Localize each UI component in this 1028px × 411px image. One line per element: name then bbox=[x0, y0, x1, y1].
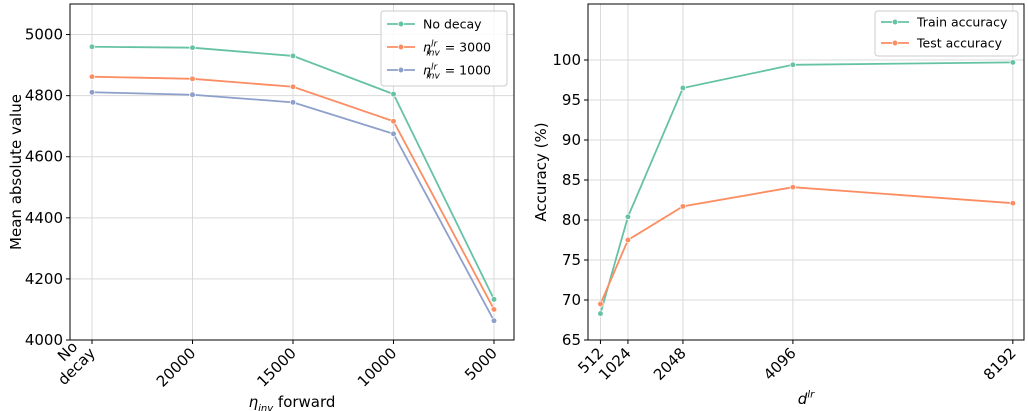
data-point bbox=[189, 75, 196, 82]
y-tick-label: 4800 bbox=[25, 87, 63, 105]
legend-entry: ηlr inv = 1000 bbox=[423, 62, 491, 81]
legend-swatch-marker bbox=[397, 66, 405, 74]
data-point bbox=[597, 300, 604, 308]
legend-swatch-marker bbox=[891, 39, 899, 47]
y-tick-label: 80 bbox=[562, 211, 581, 229]
data-point bbox=[789, 61, 797, 68]
data-point bbox=[189, 91, 196, 98]
legend-swatch-marker bbox=[397, 20, 405, 28]
y-axis-label: Accuracy (%) bbox=[532, 122, 550, 221]
y-tick-label: 5000 bbox=[25, 26, 63, 44]
data-point bbox=[624, 236, 632, 244]
data-point bbox=[390, 90, 397, 98]
y-tick-label: 85 bbox=[562, 171, 581, 189]
plot-frame bbox=[69, 3, 515, 341]
data-point bbox=[490, 296, 498, 303]
y-tick-label: 75 bbox=[562, 251, 581, 269]
x-tick-label: 5000 bbox=[461, 344, 501, 384]
y-tick-label: 70 bbox=[562, 291, 581, 309]
data-point bbox=[390, 130, 397, 137]
data-point bbox=[1009, 200, 1016, 207]
y-tick-label: 4000 bbox=[25, 331, 63, 349]
x-tick-label: 10000 bbox=[354, 344, 400, 390]
y-tick-label: 4400 bbox=[25, 209, 63, 227]
data-point bbox=[88, 89, 96, 96]
x-axis-label: dlr bbox=[798, 390, 815, 408]
plot-frame bbox=[587, 3, 1025, 341]
y-tick-label: 100 bbox=[552, 51, 581, 69]
legend-entry: Test accuracy bbox=[916, 36, 1003, 51]
data-point bbox=[88, 43, 96, 50]
data-point bbox=[789, 184, 797, 191]
data-point bbox=[189, 44, 196, 51]
x-tick-label: 20000 bbox=[153, 344, 199, 390]
y-tick-label: 4200 bbox=[25, 270, 63, 288]
x-tick-label: 2048 bbox=[650, 344, 690, 384]
legend-entry: Train accuracy bbox=[916, 15, 1008, 30]
y-tick-label: 90 bbox=[562, 131, 581, 149]
legend bbox=[380, 10, 508, 87]
data-point bbox=[289, 52, 297, 60]
data-point bbox=[1009, 59, 1016, 66]
data-point bbox=[490, 317, 498, 324]
data-point bbox=[289, 83, 297, 90]
legend-entry: ηlr inv = 3000 bbox=[423, 39, 491, 58]
data-point bbox=[390, 118, 397, 125]
y-axis-label: Mean absolute value bbox=[7, 94, 25, 250]
y-tick-label: 95 bbox=[562, 91, 581, 109]
x-tick-label: 4096 bbox=[760, 344, 800, 384]
series-line-2 bbox=[599, 186, 1013, 305]
x-tick-label: 1024 bbox=[595, 344, 635, 384]
legend-swatch-marker bbox=[397, 43, 405, 51]
x-axis-label: ηinv forward bbox=[249, 393, 336, 411]
data-point bbox=[679, 84, 687, 92]
data-point bbox=[88, 73, 96, 80]
x-tick-label: 15000 bbox=[253, 344, 299, 390]
legend bbox=[874, 10, 1019, 57]
data-point bbox=[679, 203, 687, 210]
data-point bbox=[624, 213, 632, 220]
data-point bbox=[490, 306, 498, 313]
data-point bbox=[597, 310, 604, 317]
y-tick-label: 65 bbox=[562, 331, 581, 349]
x-tick-label: 8192 bbox=[980, 344, 1020, 384]
legend-swatch-marker bbox=[891, 18, 899, 26]
legend-entry: No decay bbox=[423, 17, 482, 32]
y-tick-label: 4600 bbox=[25, 148, 63, 166]
data-point bbox=[289, 99, 297, 106]
